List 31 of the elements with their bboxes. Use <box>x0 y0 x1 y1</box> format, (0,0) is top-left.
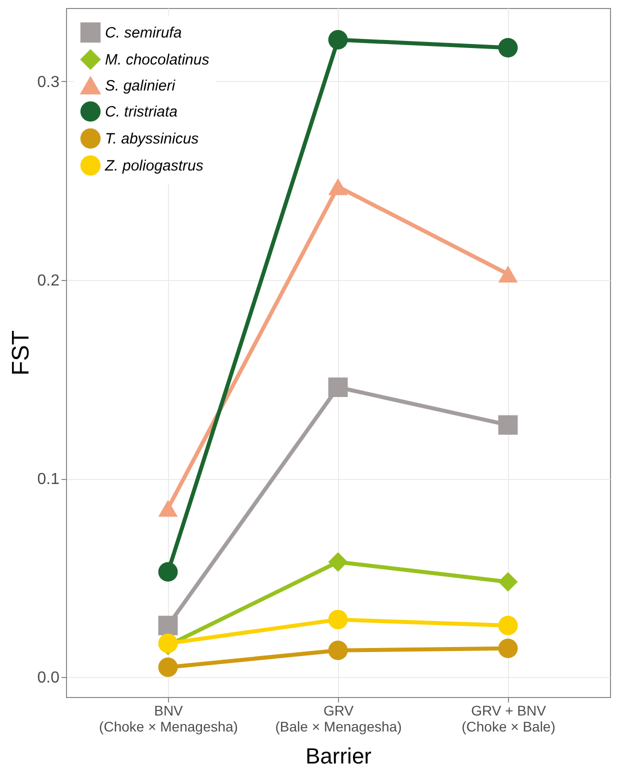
point <box>328 178 348 196</box>
point <box>498 638 518 658</box>
y-tick-label: 0.1 <box>37 471 60 488</box>
point <box>328 610 348 630</box>
point <box>158 500 178 517</box>
legend-label: M. chocolatinus <box>105 52 210 68</box>
y-axis-title: FST <box>7 330 34 376</box>
point <box>498 572 518 592</box>
point <box>328 30 348 50</box>
point <box>498 38 518 58</box>
point <box>328 552 348 572</box>
y-tick-label: 0.3 <box>37 74 60 91</box>
point <box>498 415 518 435</box>
legend-label: C. tristriata <box>105 104 178 120</box>
legend-label: S. galinieri <box>105 78 176 94</box>
legend-label: C. semirufa <box>105 24 182 42</box>
point <box>498 616 518 636</box>
legend-label: Z. poliogastrus <box>104 158 204 174</box>
x-axis-title: Barrier <box>305 744 372 768</box>
point <box>158 562 178 582</box>
y-tick-label: 0.2 <box>37 272 60 290</box>
point <box>328 640 348 660</box>
x-tick-label: GRV + BNV (Choke × Bale) <box>462 702 556 734</box>
x-tick-label: BNV (Choke × Menagesha) <box>99 702 238 734</box>
x-tick-label: GRV (Bale × Menagesha) <box>275 702 402 734</box>
point <box>158 657 178 677</box>
y-tick-label: 0.0 <box>37 670 60 687</box>
point <box>158 616 178 636</box>
legend-label: T. abyssinicus <box>105 130 200 148</box>
point <box>498 266 518 283</box>
point <box>328 378 348 397</box>
